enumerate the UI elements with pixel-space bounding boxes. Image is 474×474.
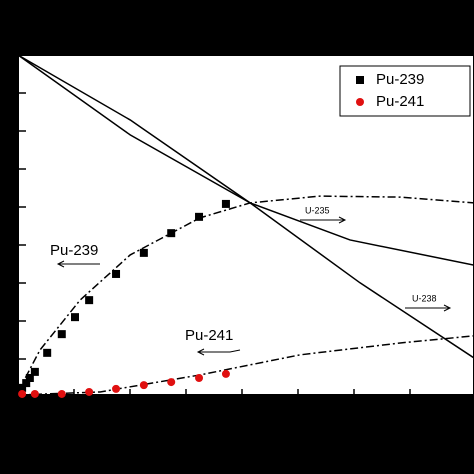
point xyxy=(30,367,39,376)
point xyxy=(18,383,27,392)
point xyxy=(85,387,94,396)
point xyxy=(167,229,176,238)
annotation: Pu-241 xyxy=(185,327,233,344)
point xyxy=(139,381,148,390)
legend-label: Pu-239 xyxy=(376,71,424,88)
annotation: U-238 xyxy=(412,293,437,303)
annotation-arrows xyxy=(56,216,452,356)
point xyxy=(22,379,31,388)
point xyxy=(57,389,66,398)
legend-label: Pu-241 xyxy=(376,93,424,110)
legend-marker xyxy=(356,76,364,84)
point xyxy=(112,384,121,393)
point xyxy=(71,313,79,322)
point xyxy=(43,348,52,357)
annotation: Pu-239 xyxy=(50,242,98,259)
point xyxy=(139,248,148,257)
legend-marker xyxy=(356,98,364,106)
point xyxy=(25,374,34,382)
point xyxy=(221,369,230,378)
point xyxy=(112,269,121,278)
point xyxy=(30,389,39,398)
point xyxy=(57,330,66,339)
point xyxy=(195,374,204,382)
point xyxy=(85,296,94,305)
point xyxy=(167,378,176,387)
point xyxy=(221,199,230,208)
axis-ticks xyxy=(18,92,411,395)
point xyxy=(18,389,27,398)
point xyxy=(195,212,204,221)
legend-box xyxy=(339,65,471,117)
annotation: U-235 xyxy=(305,205,330,215)
